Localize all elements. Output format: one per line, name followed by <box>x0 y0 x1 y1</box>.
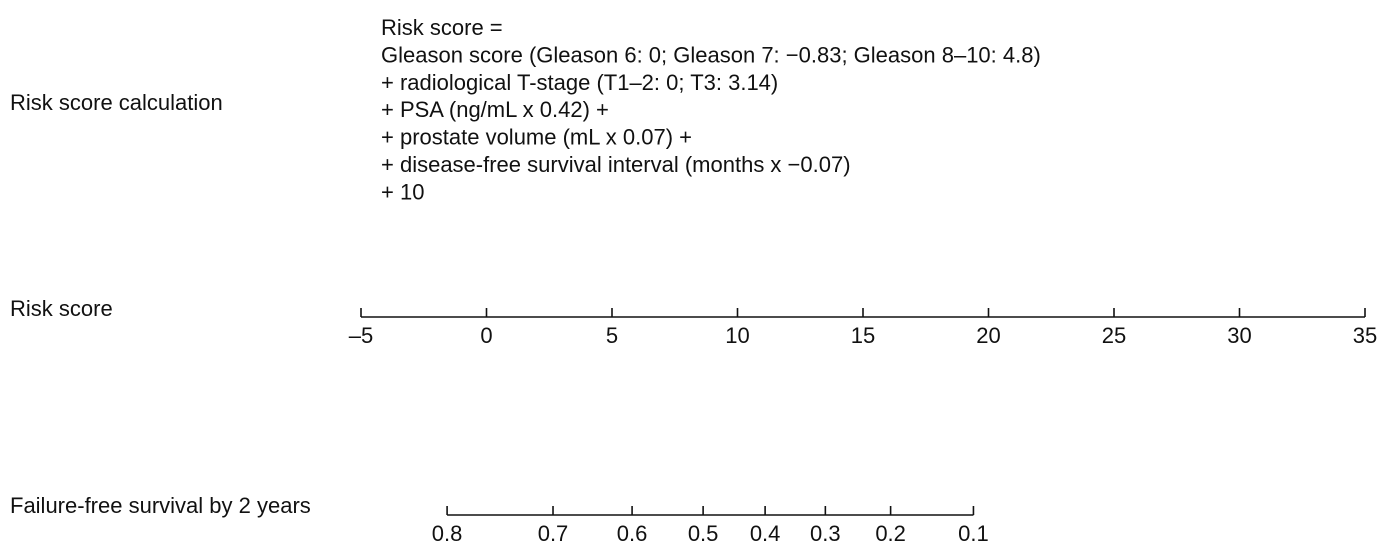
formula-line: Gleason score (Gleason 6: 0; Gleason 7: … <box>381 42 1041 67</box>
formula-line: + 10 <box>381 179 424 204</box>
tick-label: 0.5 <box>688 521 719 544</box>
tick-label: 5 <box>606 323 618 348</box>
formula-line: + PSA (ng/mL x 0.42) + <box>381 97 609 122</box>
tick-label: 20 <box>976 323 1000 348</box>
tick-label: 0.8 <box>432 521 463 544</box>
tick-label: 0.7 <box>538 521 569 544</box>
formula-line: Risk score = <box>381 15 503 40</box>
tick-label: 0.1 <box>958 521 989 544</box>
tick-label: –5 <box>349 323 373 348</box>
formula-label: Risk score calculation <box>10 90 223 115</box>
tick-label: 0.6 <box>617 521 648 544</box>
tick-label: 0.3 <box>810 521 841 544</box>
tick-label: 30 <box>1227 323 1251 348</box>
axis-label: Failure-free survival by 2 years <box>10 493 311 518</box>
tick-label: 0.4 <box>750 521 781 544</box>
axis-label: Risk score <box>10 296 113 321</box>
tick-label: 0.2 <box>875 521 906 544</box>
tick-label: 0 <box>480 323 492 348</box>
formula-line: + prostate volume (mL x 0.07) + <box>381 125 692 150</box>
tick-label: 15 <box>851 323 875 348</box>
formula-line: + disease-free survival interval (months… <box>381 152 851 177</box>
formula-line: + radiological T-stage (T1–2: 0; T3: 3.1… <box>381 70 778 95</box>
tick-label: 25 <box>1102 323 1126 348</box>
tick-label: 35 <box>1353 323 1377 348</box>
tick-label: 10 <box>725 323 749 348</box>
